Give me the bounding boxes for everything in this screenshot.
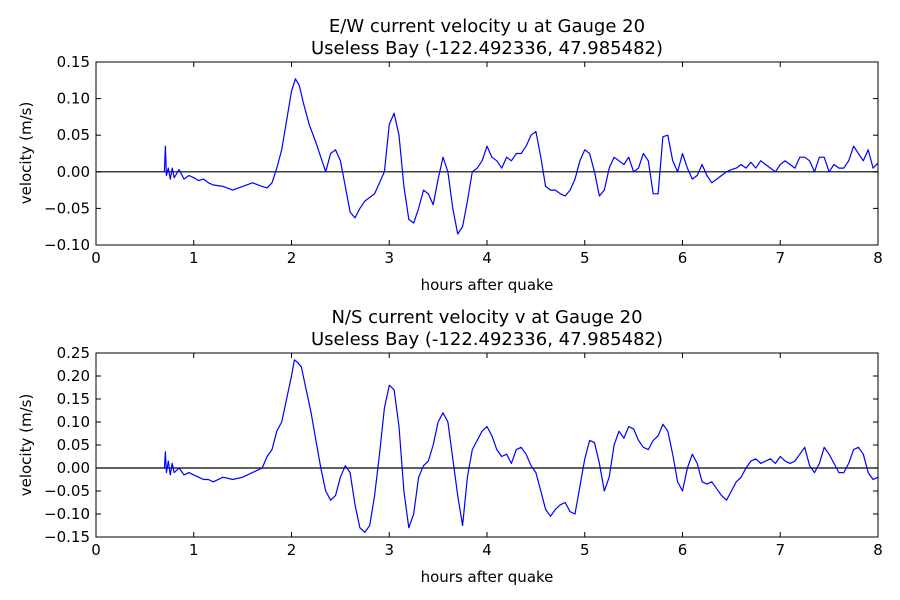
y-tick-label: 0.10 <box>57 413 90 431</box>
chart-ns-velocity: N/S current velocity v at Gauge 20 Usele… <box>17 307 883 586</box>
y-tick-label: −0.05 <box>44 482 90 500</box>
x-tick-label: 5 <box>580 541 590 559</box>
x-tick-label: 6 <box>678 249 688 267</box>
x-tick-label: 6 <box>678 541 688 559</box>
series-line-u <box>163 78 879 235</box>
x-tick-label: 1 <box>189 541 199 559</box>
y-tick-label: −0.05 <box>44 199 90 217</box>
chart-title: N/S current velocity v at Gauge 20 <box>331 307 642 328</box>
x-tick-label: 4 <box>482 249 492 267</box>
x-axis-label: hours after quake <box>421 568 554 586</box>
x-tick-label: 3 <box>384 541 394 559</box>
x-tick-label: 4 <box>482 541 492 559</box>
x-tick-label: 1 <box>189 249 199 267</box>
y-axis-label: velocity (m/s) <box>17 102 35 205</box>
chart-ew-velocity: E/W current velocity u at Gauge 20 Usele… <box>17 16 883 294</box>
y-tick-label: 0.05 <box>57 436 90 454</box>
x-tick-label: 0 <box>91 541 101 559</box>
x-tick-label: 2 <box>287 541 297 559</box>
y-tick-label: 0.00 <box>57 163 90 181</box>
x-tick-label: 7 <box>775 541 785 559</box>
x-tick-label: 5 <box>580 249 590 267</box>
axis-ticks: 0 1 2 3 4 5 6 7 8 0.25 0.20 0.15 0.10 0.05 0.00 −0.05 −0… <box>44 344 883 559</box>
y-axis-label: velocity (m/s) <box>17 394 35 497</box>
y-tick-label: −0.10 <box>44 236 90 254</box>
y-tick-label: −0.10 <box>44 505 90 523</box>
y-tick-label: 0.20 <box>57 367 90 385</box>
chart-subtitle: Useless Bay (-122.492336, 47.985482) <box>311 329 663 350</box>
series-line-v <box>163 359 879 533</box>
y-tick-label: 0.15 <box>57 390 90 408</box>
y-tick-label: 0.15 <box>57 53 90 71</box>
y-tick-label: 0.25 <box>57 344 90 362</box>
plot-area <box>95 352 879 538</box>
y-tick-label: 0.00 <box>57 459 90 477</box>
y-tick-label: 0.10 <box>57 90 90 108</box>
x-tick-label: 8 <box>873 249 883 267</box>
x-tick-label: 2 <box>287 249 297 267</box>
chart-subtitle: Useless Bay (-122.492336, 47.985482) <box>311 38 663 59</box>
x-tick-label: 0 <box>91 249 101 267</box>
y-tick-label: 0.05 <box>57 126 90 144</box>
x-tick-label: 8 <box>873 541 883 559</box>
chart-title: E/W current velocity u at Gauge 20 <box>329 16 645 37</box>
x-axis-label: hours after quake <box>421 276 554 294</box>
y-tick-label: −0.15 <box>44 528 90 546</box>
plot-area <box>95 61 879 246</box>
axis-ticks: 0 1 2 3 4 5 6 7 8 0.15 0.10 0.05 0.00 −0.05 −0.10 <box>44 53 883 267</box>
x-tick-label: 3 <box>384 249 394 267</box>
x-tick-label: 7 <box>775 249 785 267</box>
